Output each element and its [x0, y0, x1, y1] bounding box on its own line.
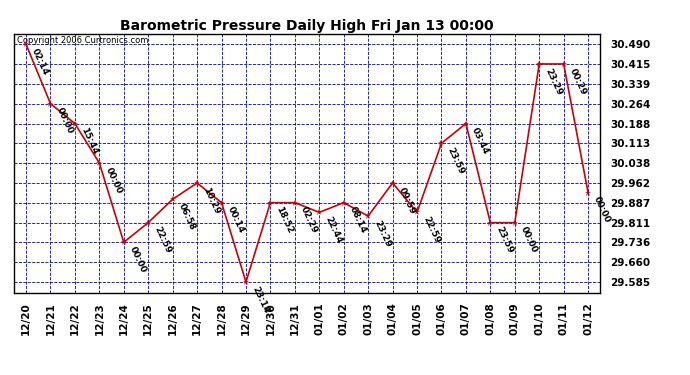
Text: Copyright 2006 Curtronics.com: Copyright 2006 Curtronics.com	[17, 36, 148, 45]
Text: 06:58: 06:58	[177, 202, 197, 232]
Text: 00:00: 00:00	[55, 106, 75, 136]
Text: 00:14: 00:14	[226, 206, 246, 235]
Text: 18:52: 18:52	[275, 206, 295, 235]
Text: 03:44: 03:44	[470, 126, 491, 156]
Text: 23:14: 23:14	[250, 285, 270, 315]
Text: 02:14: 02:14	[30, 47, 50, 77]
Text: 09:59: 09:59	[397, 186, 417, 216]
Text: 22:59: 22:59	[421, 215, 442, 245]
Text: 08:14: 08:14	[348, 206, 368, 235]
Text: 23:29: 23:29	[373, 219, 393, 249]
Text: 00:00: 00:00	[104, 166, 124, 195]
Text: 23:59: 23:59	[495, 225, 515, 255]
Text: 23:59: 23:59	[446, 146, 466, 176]
Title: Barometric Pressure Daily High Fri Jan 13 00:00: Barometric Pressure Daily High Fri Jan 1…	[120, 19, 494, 33]
Text: 00:29: 00:29	[568, 67, 588, 96]
Text: 00:00: 00:00	[519, 225, 539, 255]
Text: 00:00: 00:00	[128, 245, 148, 274]
Text: 23:29: 23:29	[543, 67, 564, 97]
Text: 10:29: 10:29	[201, 186, 221, 216]
Text: 22:44: 22:44	[324, 215, 344, 245]
Text: 15:44: 15:44	[79, 126, 99, 156]
Text: 00:00: 00:00	[592, 195, 612, 225]
Text: 02:29: 02:29	[299, 206, 319, 235]
Text: 22:59: 22:59	[152, 225, 172, 255]
